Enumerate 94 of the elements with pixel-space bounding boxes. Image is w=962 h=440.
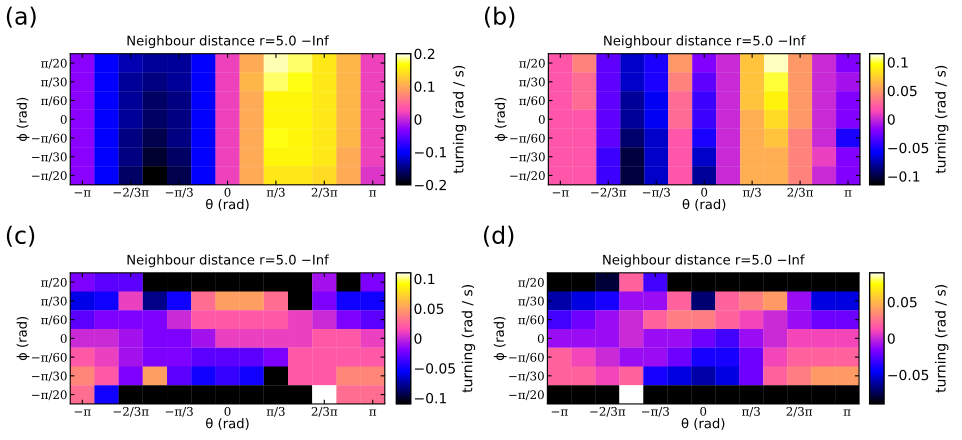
y-axis-title: ϕ (rad) [494, 316, 507, 360]
color-bar-label: 0.1 [888, 57, 908, 68]
color-bar-label: 0.05 [888, 296, 917, 308]
color-bar-label: −0.05 [415, 363, 455, 374]
color-bar-label: −0.1 [415, 146, 446, 158]
y-tick-label: 0 [538, 334, 544, 344]
color-bar-label: 0 [888, 114, 895, 125]
y-tick-label: −π/60 [510, 134, 545, 144]
color-bar-title: turning (rad / s) [934, 66, 948, 174]
x-tick-label: −π/3 [642, 188, 670, 198]
x-tick-label: −π/3 [642, 406, 669, 417]
x-tick-label: 2/3π [788, 188, 814, 198]
color-bar-label: −0.1 [888, 171, 920, 182]
color-bar-label: 0 [414, 114, 422, 125]
color-bar-label: 0.2 [414, 48, 434, 60]
y-axis-title: ϕ (rad) [16, 316, 30, 360]
y-tick-label: −π/60 [509, 352, 544, 363]
y-tick-label: π/60 [41, 96, 67, 106]
color-bar-label: 0 [414, 333, 422, 344]
chart-title: Neighbour distance r=5.0 −Inf [128, 35, 330, 48]
y-tick-label: −π/30 [509, 372, 544, 382]
color-bar-label: −0.05 [888, 142, 928, 154]
y-tick-label: π/60 [41, 315, 67, 326]
x-tick-label: 2/3π [312, 188, 338, 198]
chart-title: Neighbour distance r=5.0 −Inf [128, 254, 330, 268]
y-tick-label: π/20 [41, 278, 67, 288]
chart-title: Neighbour distance r=5.0 −Inf [603, 254, 805, 268]
text: (d) [484, 226, 514, 247]
x-tick-label: −π [552, 410, 568, 416]
y-tick-label: π/30 [41, 296, 67, 306]
color-bar-title: turning (rad / s) [462, 285, 476, 392]
x-tick-label: 0 [224, 406, 230, 416]
y-tick-label: 0 [538, 114, 545, 124]
y-tick-label: −π/20 [32, 171, 67, 182]
x-tick-label: π [369, 190, 376, 197]
x-tick-label: −2/3π [114, 188, 149, 198]
text: (a) [6, 6, 36, 28]
color-bar-title: turning (rad / s) [452, 66, 466, 174]
x-tick-label: −2/3π [591, 188, 626, 198]
chart-title: Neighbour distance r=5.0 −Inf [604, 35, 806, 48]
y-tick-label: 0 [60, 334, 67, 344]
y-axis-title: ϕ (rad) [16, 98, 30, 142]
x-tick-label: π/3 [266, 188, 285, 198]
x-axis-title: θ (rad) [206, 418, 249, 430]
y-tick-label: −π/30 [32, 372, 67, 382]
y-tick-label: π/20 [41, 58, 67, 69]
color-bar-label: −0.1 [415, 392, 446, 404]
x-tick-label: −π [74, 410, 91, 416]
y-tick-label: π/60 [519, 96, 545, 106]
x-tick-label: −π [74, 190, 91, 197]
x-tick-label: 0 [701, 188, 708, 197]
y-tick-label: 0 [60, 114, 67, 124]
x-tick-label: −2/3π [114, 406, 149, 417]
y-tick-label: −π/30 [510, 152, 545, 162]
y-tick-label: π/30 [519, 78, 545, 88]
color-bar-label: 0.05 [888, 86, 917, 96]
y-tick-label: −π/20 [509, 390, 544, 400]
text: (c) [6, 226, 34, 247]
y-tick-label: π/20 [519, 58, 545, 69]
x-axis-title: θ (rad) [682, 198, 726, 211]
color-bar-title: turning (rad / s) [934, 285, 948, 392]
color-bar-label: 0.1 [414, 81, 434, 92]
text: (b) [484, 6, 514, 28]
color-bar-label: −0.2 [415, 180, 446, 190]
y-tick-label: −π/20 [32, 390, 67, 400]
x-tick-label: π/3 [266, 406, 285, 417]
x-tick-label: π [844, 410, 851, 416]
x-tick-label: 2/3π [312, 406, 338, 417]
x-tick-label: 0 [224, 188, 230, 197]
x-tick-label: −π/3 [166, 406, 193, 417]
x-tick-label: π/3 [742, 406, 760, 417]
y-tick-label: π/60 [518, 315, 544, 326]
y-axis-title: ϕ (rad) [494, 98, 508, 142]
y-tick-label: π/30 [518, 296, 544, 306]
color-bar-label: −0.05 [888, 370, 928, 380]
y-tick-label: π/30 [41, 78, 67, 88]
x-tick-label: −π/3 [166, 188, 193, 198]
y-tick-label: −π/30 [32, 152, 67, 162]
color-bar-label: 0 [888, 333, 895, 344]
x-tick-label: 0 [700, 406, 706, 416]
x-axis-title: θ (rad) [206, 198, 249, 211]
y-tick-label: −π/60 [32, 134, 67, 144]
x-tick-label: π/3 [742, 188, 761, 198]
x-axis-title: θ (rad) [682, 418, 724, 430]
x-tick-label: −2/3π [590, 406, 626, 417]
x-tick-label: −π [552, 190, 569, 197]
color-bar-label: 0.1 [414, 274, 434, 284]
y-tick-label: −π/60 [32, 352, 67, 363]
x-tick-label: 2/3π [786, 406, 812, 417]
x-tick-label: π [369, 410, 376, 416]
x-tick-label: π [844, 190, 852, 197]
color-bar-label: 0.05 [414, 304, 444, 314]
y-tick-label: π/20 [518, 278, 544, 288]
y-tick-label: −π/20 [510, 171, 545, 182]
